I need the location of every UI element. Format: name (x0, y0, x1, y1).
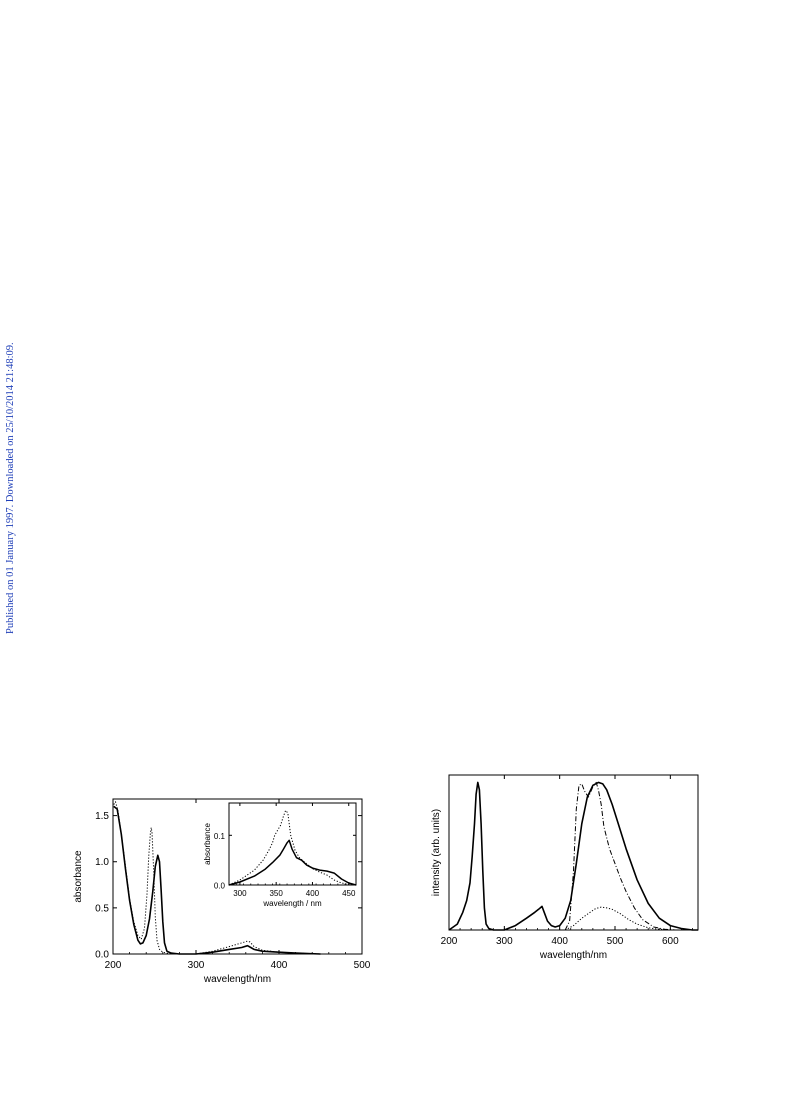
inset-frame (228, 802, 357, 886)
intensity-series-solid-line (448, 781, 698, 931)
absorbance-plot: 200 300 400 500 0.0 0.5 1.0 1.5 wavelength/nm abs… (73, 798, 371, 985)
absorbance-ytick-label: 0.0 (95, 950, 109, 961)
inset-xtick-label: 350 (269, 889, 283, 898)
absorbance-xtick-label: 500 (354, 960, 371, 971)
intensity-x-axis-label: wavelength/nm (539, 950, 607, 961)
intensity-y-axis-label: intensity (arb. units) (431, 809, 442, 896)
absorbance-xtick-label: 300 (188, 960, 205, 971)
inset-y-axis-label: absorbance (203, 823, 212, 865)
intensity-plot: 200 300 400 500 600 wavelength/nm intensity (a… (431, 774, 699, 961)
intensity-xtick-label: 400 (551, 936, 568, 947)
absorbance-ytick-label: 1.5 (95, 811, 109, 822)
absorbance-series-solid-line (113, 805, 321, 955)
inset-xtick-label: 450 (342, 889, 356, 898)
intensity-series-dotted-line (564, 906, 682, 931)
inset-xtick-label: 400 (306, 889, 320, 898)
absorbance-frame (112, 798, 363, 955)
inset-series-dotted-line (228, 810, 357, 886)
absorbance-x-axis-label: wavelength/nm (203, 974, 271, 985)
absorbance-y-axis-label: absorbance (73, 850, 84, 903)
intensity-xtick-label: 200 (441, 936, 458, 947)
inset-plot: 300 350 400 450 0.0 0.1 wavelength / nm absorba… (203, 802, 357, 908)
absorbance-xtick-label: 200 (105, 960, 122, 971)
inset-x-axis-label: wavelength / nm (262, 899, 322, 908)
intensity-xtick-label: 300 (496, 936, 513, 947)
absorbance-xtick-label: 400 (271, 960, 288, 971)
absorbance-ytick-label: 0.5 (95, 903, 109, 914)
intensity-series-dashdot-line (564, 781, 676, 931)
absorbance-ytick-label: 1.0 (95, 857, 109, 868)
inset-xtick-label: 300 (233, 889, 247, 898)
intensity-xtick-label: 500 (607, 936, 624, 947)
inset-series-solid-line (228, 839, 357, 886)
inset-ytick-label: 0.0 (214, 882, 226, 891)
inset-ytick-label: 0.1 (214, 832, 226, 841)
intensity-xtick-label: 600 (662, 936, 679, 947)
absorbance-series-dotted-line (113, 801, 321, 955)
intensity-frame (448, 774, 699, 931)
